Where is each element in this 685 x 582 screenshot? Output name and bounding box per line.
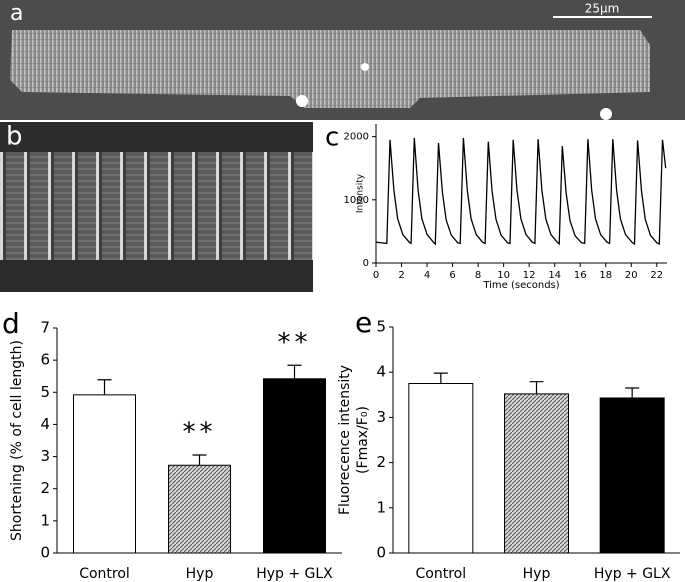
bar: [504, 393, 569, 554]
x-tick-label: Hyp: [523, 566, 551, 582]
y-axis-label: (Fmax/F₀): [355, 406, 371, 474]
y-tick-label: 5: [376, 318, 386, 336]
x-tick-label: 4: [424, 270, 430, 281]
x-tick-label: 20: [625, 270, 638, 281]
x-tick-label: Control: [79, 566, 130, 582]
y-tick-label: 2000: [344, 132, 369, 143]
x-tick-label: 16: [574, 270, 587, 281]
x-tick-label: 0: [373, 270, 379, 281]
x-tick-label: 14: [548, 270, 561, 281]
bar: [168, 464, 231, 554]
y-tick-label: 0: [376, 544, 386, 562]
error-bar: [529, 381, 544, 394]
x-axis-label: Time (seconds): [482, 280, 559, 291]
panel-label: d: [2, 307, 20, 340]
x-tick-label: 8: [475, 270, 481, 281]
trace: [375, 137, 667, 246]
annotation: **: [183, 417, 217, 447]
x-tick-label: Hyp + GLX: [594, 566, 671, 582]
error-bar: [625, 387, 640, 398]
scale-bar-label: 25µm: [585, 2, 620, 16]
panel: c 0 1000 2000 Intensity 0 2 4 6 8 10 12 14 16 18 20 22 Ti…: [313, 122, 685, 292]
y-tick-label: 2: [376, 453, 386, 471]
panel: d 0 1 2 3 4 5 6 7 Shortening (% of cell length) Co…: [2, 307, 342, 582]
panel-label: b: [6, 122, 23, 152]
x-tick-label: 22: [650, 270, 663, 281]
x-tick-label: 12: [523, 270, 536, 281]
x-tick-label: 2: [398, 270, 404, 281]
y-tick-label: 2: [40, 479, 50, 497]
y-tick-label: 0: [40, 544, 50, 562]
bar: [599, 397, 665, 554]
y-tick-label: 4: [376, 363, 386, 381]
y-tick-label: 1: [40, 511, 50, 529]
x-tick-label: 6: [449, 270, 455, 281]
panel-b-image: b: [0, 122, 313, 292]
x-tick-label: Control: [416, 566, 467, 582]
y-tick-label: 3: [376, 408, 386, 426]
panel-a-image: 25µm a: [0, 0, 685, 120]
y-tick-label: 5: [40, 383, 50, 401]
y-tick-label: 0: [363, 258, 369, 269]
error-bar: [433, 372, 448, 384]
error-bar: [97, 379, 112, 395]
x-tick-label: Hyp + GLX: [256, 566, 333, 582]
x-tick-label: 18: [599, 270, 612, 281]
panel-label: e: [355, 306, 372, 339]
panel-label: a: [10, 1, 23, 26]
y-axis-label: Shortening (% of cell length): [9, 340, 25, 541]
y-tick-label: 1000: [344, 195, 369, 206]
panel-bg: [313, 122, 685, 292]
bar: [73, 394, 136, 554]
panel: e 0 1 2 3 4 5 Fluorecence intensity (Fmax/F₀) Con…: [337, 306, 680, 582]
y-tick-label: 7: [40, 319, 50, 337]
bar: [408, 383, 474, 554]
bar: [263, 378, 326, 554]
y-tick-label: 4: [40, 415, 50, 433]
error-bar: [287, 364, 302, 379]
y-axis-label: Intensity: [356, 173, 366, 213]
y-tick-label: 6: [40, 351, 50, 369]
y-tick-label: 1: [376, 498, 386, 516]
y-axis-label: Fluorecence intensity: [337, 365, 353, 515]
annotation: **: [278, 328, 312, 358]
panel-label: c: [325, 123, 339, 153]
x-tick-label: 10: [497, 270, 510, 281]
x-tick-label: Hyp: [186, 566, 214, 582]
y-tick-label: 3: [40, 447, 50, 465]
error-bar: [192, 454, 207, 466]
